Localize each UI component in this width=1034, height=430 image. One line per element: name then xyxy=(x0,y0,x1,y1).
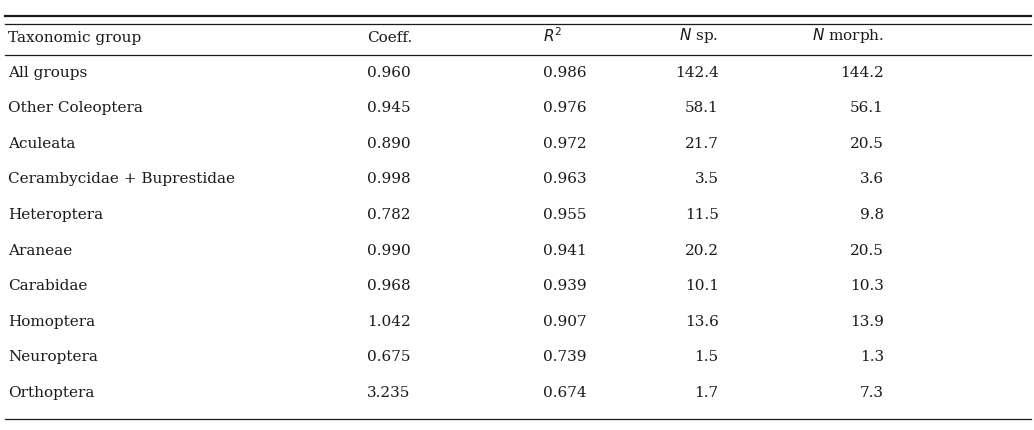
Text: 142.4: 142.4 xyxy=(675,66,719,80)
Text: 0.945: 0.945 xyxy=(367,101,410,115)
Text: 56.1: 56.1 xyxy=(850,101,884,115)
Text: 0.968: 0.968 xyxy=(367,279,410,292)
Text: Cerambycidae + Buprestidae: Cerambycidae + Buprestidae xyxy=(8,172,236,186)
Text: Orthoptera: Orthoptera xyxy=(8,385,95,399)
Text: 3.6: 3.6 xyxy=(860,172,884,186)
Text: $N$ sp.: $N$ sp. xyxy=(679,26,719,45)
Text: 3.5: 3.5 xyxy=(695,172,719,186)
Text: 0.990: 0.990 xyxy=(367,243,410,257)
Text: 0.986: 0.986 xyxy=(543,66,586,80)
Text: 0.939: 0.939 xyxy=(543,279,586,292)
Text: 20.5: 20.5 xyxy=(850,137,884,150)
Text: 20.5: 20.5 xyxy=(850,243,884,257)
Text: 10.3: 10.3 xyxy=(850,279,884,292)
Text: 0.998: 0.998 xyxy=(367,172,410,186)
Text: Homoptera: Homoptera xyxy=(8,314,95,328)
Text: Carabidae: Carabidae xyxy=(8,279,88,292)
Text: 0.782: 0.782 xyxy=(367,208,410,221)
Text: 0.960: 0.960 xyxy=(367,66,410,80)
Text: 0.739: 0.739 xyxy=(543,350,586,363)
Text: 0.941: 0.941 xyxy=(543,243,586,257)
Text: 144.2: 144.2 xyxy=(841,66,884,80)
Text: 0.955: 0.955 xyxy=(543,208,586,221)
Text: 1.042: 1.042 xyxy=(367,314,410,328)
Text: 0.963: 0.963 xyxy=(543,172,586,186)
Text: 0.675: 0.675 xyxy=(367,350,410,363)
Text: $R^2$: $R^2$ xyxy=(543,27,562,45)
Text: All groups: All groups xyxy=(8,66,88,80)
Text: 0.907: 0.907 xyxy=(543,314,586,328)
Text: 7.3: 7.3 xyxy=(860,385,884,399)
Text: Taxonomic group: Taxonomic group xyxy=(8,31,142,45)
Text: 0.890: 0.890 xyxy=(367,137,410,150)
Text: 13.9: 13.9 xyxy=(850,314,884,328)
Text: Araneae: Araneae xyxy=(8,243,72,257)
Text: 1.5: 1.5 xyxy=(695,350,719,363)
Text: 13.6: 13.6 xyxy=(685,314,719,328)
Text: 3.235: 3.235 xyxy=(367,385,410,399)
Text: Coeff.: Coeff. xyxy=(367,31,413,45)
Text: 1.7: 1.7 xyxy=(695,385,719,399)
Text: 58.1: 58.1 xyxy=(685,101,719,115)
Text: Other Coleoptera: Other Coleoptera xyxy=(8,101,143,115)
Text: 0.972: 0.972 xyxy=(543,137,586,150)
Text: 10.1: 10.1 xyxy=(685,279,719,292)
Text: 1.3: 1.3 xyxy=(860,350,884,363)
Text: 9.8: 9.8 xyxy=(860,208,884,221)
Text: Neuroptera: Neuroptera xyxy=(8,350,98,363)
Text: 20.2: 20.2 xyxy=(685,243,719,257)
Text: 0.674: 0.674 xyxy=(543,385,586,399)
Text: $N$ morph.: $N$ morph. xyxy=(812,26,884,45)
Text: Heteroptera: Heteroptera xyxy=(8,208,103,221)
Text: 21.7: 21.7 xyxy=(685,137,719,150)
Text: Aculeata: Aculeata xyxy=(8,137,75,150)
Text: 0.976: 0.976 xyxy=(543,101,586,115)
Text: 11.5: 11.5 xyxy=(685,208,719,221)
